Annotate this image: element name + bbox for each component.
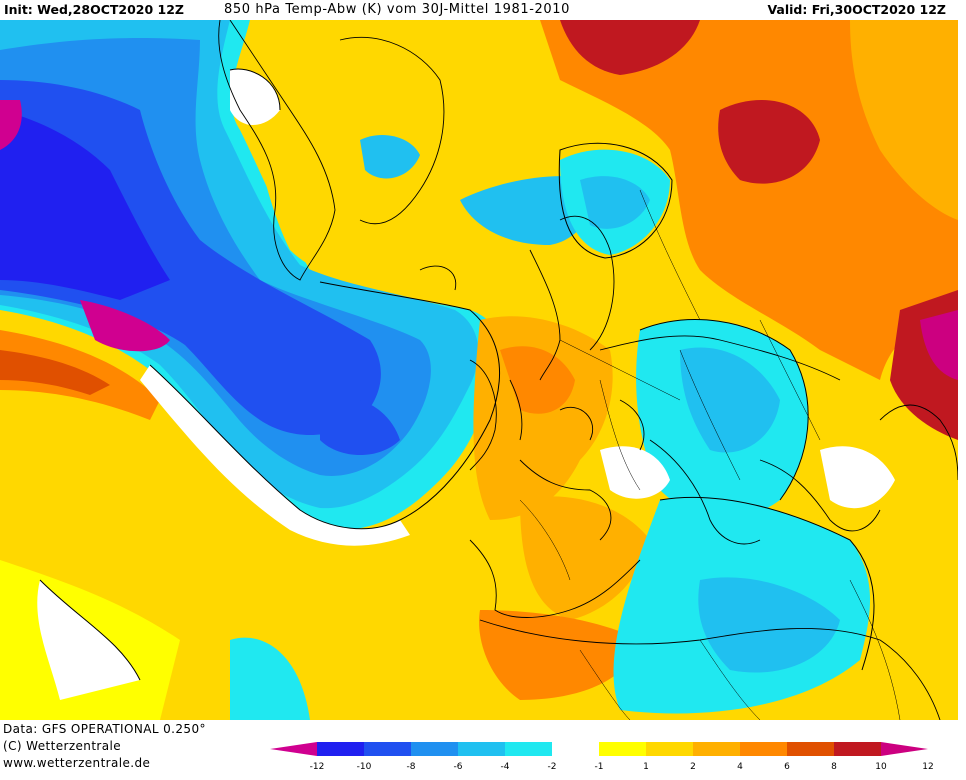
anomaly-area-white-aegean xyxy=(820,446,895,509)
anomaly-area-yellow-se xyxy=(860,520,958,720)
anomaly-area-deepblue-west xyxy=(0,110,170,300)
legend-tick-label: 10 xyxy=(875,762,887,772)
init-time: Init: Wed,28OCT2020 12Z xyxy=(4,2,184,17)
anomaly-area-magenta-north xyxy=(0,100,22,150)
legend-tick-label: 6 xyxy=(784,762,790,772)
map-title: 850 hPa Temp-Abw (K) vom 30J-Mittel 1981… xyxy=(224,2,570,17)
legend-swatch xyxy=(411,742,458,756)
anomaly-area-orange-iberia xyxy=(520,496,650,620)
anomaly-area-white-alps xyxy=(600,446,670,499)
anomaly-area-darkblue-core xyxy=(320,397,400,455)
anomaly-area-orange-nafrica xyxy=(479,610,640,700)
legend-swatch xyxy=(787,742,834,756)
country-borders xyxy=(519,189,901,720)
legend-swatch xyxy=(881,742,928,756)
data-source: Data: GFS OPERATIONAL 0.250° xyxy=(3,722,206,736)
anomaly-area-white-sw xyxy=(37,580,140,700)
valid-time: Valid: Fri,30OCT2020 12Z xyxy=(767,2,946,17)
legend-tick-label: 12 xyxy=(922,762,933,772)
legend-tick-label: 4 xyxy=(737,762,743,772)
legend-swatch xyxy=(458,742,505,756)
website-url: www.wetterzentrale.de xyxy=(3,756,151,770)
legend-swatch xyxy=(646,742,693,756)
legend-tick-label: 8 xyxy=(831,762,837,772)
anomaly-area-blue-balkans xyxy=(680,347,780,453)
legend-swatch xyxy=(740,742,787,756)
legend-tick-label: 2 xyxy=(690,762,696,772)
legend-tick-label: -2 xyxy=(548,762,557,772)
anomaly-area-blue-scandinavia xyxy=(580,176,650,229)
anomaly-area-cyan-greenland xyxy=(360,135,420,179)
legend-tick-label: -8 xyxy=(407,762,416,772)
anomaly-area-magenta-east xyxy=(920,310,958,380)
legend-tick-label: 1 xyxy=(643,762,649,772)
map-header: Init: Wed,28OCT2020 12Z 850 hPa Temp-Abw… xyxy=(0,0,966,20)
anomaly-area-magenta-labrador xyxy=(80,300,170,352)
anomaly-area-red-russia xyxy=(718,100,820,184)
legend-swatch xyxy=(505,742,552,756)
temperature-anomaly-map xyxy=(0,20,958,720)
legend-swatch xyxy=(364,742,411,756)
legend-swatch xyxy=(270,742,317,756)
legend-tick-label: -1 xyxy=(595,762,604,772)
legend-swatch xyxy=(693,742,740,756)
legend-tick-label: -10 xyxy=(357,762,372,772)
anomaly-area-cyan-norway xyxy=(460,176,593,245)
anomaly-area-yelloworange-ne xyxy=(850,20,958,220)
legend-swatches xyxy=(270,742,928,756)
legend-swatch xyxy=(834,742,881,756)
color-legend: -12 -10 -8 -6 -4 -2 -1 1 2 4 6 8 10 12 xyxy=(270,742,934,772)
anomaly-area-red-north xyxy=(560,20,700,75)
legend-tick-label: -12 xyxy=(310,762,325,772)
legend-tick-label: -6 xyxy=(454,762,463,772)
anomaly-area-warm-west xyxy=(0,350,110,395)
anomaly-area-cyan-sw xyxy=(230,637,310,720)
anomaly-area-white-greenland xyxy=(230,69,280,125)
legend-swatch xyxy=(552,742,599,756)
anomaly-area-orange-france xyxy=(500,346,575,414)
copyright: (C) Wetterzentrale xyxy=(3,739,122,753)
anomaly-area-orange-russia xyxy=(540,20,958,380)
legend-swatch xyxy=(599,742,646,756)
anomaly-area-blue-mediterranean xyxy=(698,577,840,673)
coastlines xyxy=(218,20,958,720)
legend-swatch xyxy=(317,742,364,756)
legend-tick-label: -4 xyxy=(501,762,510,772)
anomaly-zero-band xyxy=(140,365,410,546)
legend-ticks: -12 -10 -8 -6 -4 -2 -1 1 2 4 6 8 10 12 xyxy=(310,762,934,772)
